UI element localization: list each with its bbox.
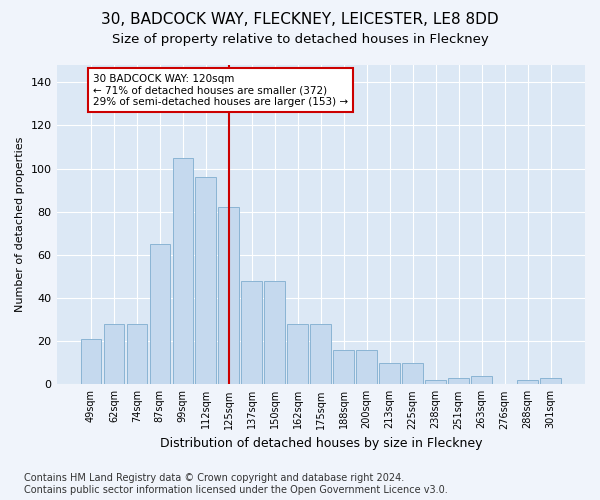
- Text: 30, BADCOCK WAY, FLECKNEY, LEICESTER, LE8 8DD: 30, BADCOCK WAY, FLECKNEY, LEICESTER, LE…: [101, 12, 499, 28]
- Y-axis label: Number of detached properties: Number of detached properties: [15, 137, 25, 312]
- Text: 30 BADCOCK WAY: 120sqm
← 71% of detached houses are smaller (372)
29% of semi-de: 30 BADCOCK WAY: 120sqm ← 71% of detached…: [93, 74, 348, 107]
- Bar: [241, 280, 262, 384]
- Text: Size of property relative to detached houses in Fleckney: Size of property relative to detached ho…: [112, 32, 488, 46]
- Bar: [127, 324, 147, 384]
- Text: Contains HM Land Registry data © Crown copyright and database right 2024.
Contai: Contains HM Land Registry data © Crown c…: [24, 474, 448, 495]
- Bar: [425, 380, 446, 384]
- Bar: [472, 376, 492, 384]
- Bar: [173, 158, 193, 384]
- Bar: [218, 208, 239, 384]
- Bar: [540, 378, 561, 384]
- Bar: [379, 362, 400, 384]
- Bar: [149, 244, 170, 384]
- Bar: [334, 350, 354, 384]
- Bar: [448, 378, 469, 384]
- Bar: [403, 362, 423, 384]
- Bar: [104, 324, 124, 384]
- Bar: [356, 350, 377, 384]
- Bar: [517, 380, 538, 384]
- Bar: [265, 280, 285, 384]
- Bar: [80, 339, 101, 384]
- X-axis label: Distribution of detached houses by size in Fleckney: Distribution of detached houses by size …: [160, 437, 482, 450]
- Bar: [287, 324, 308, 384]
- Bar: [310, 324, 331, 384]
- Bar: [196, 177, 216, 384]
